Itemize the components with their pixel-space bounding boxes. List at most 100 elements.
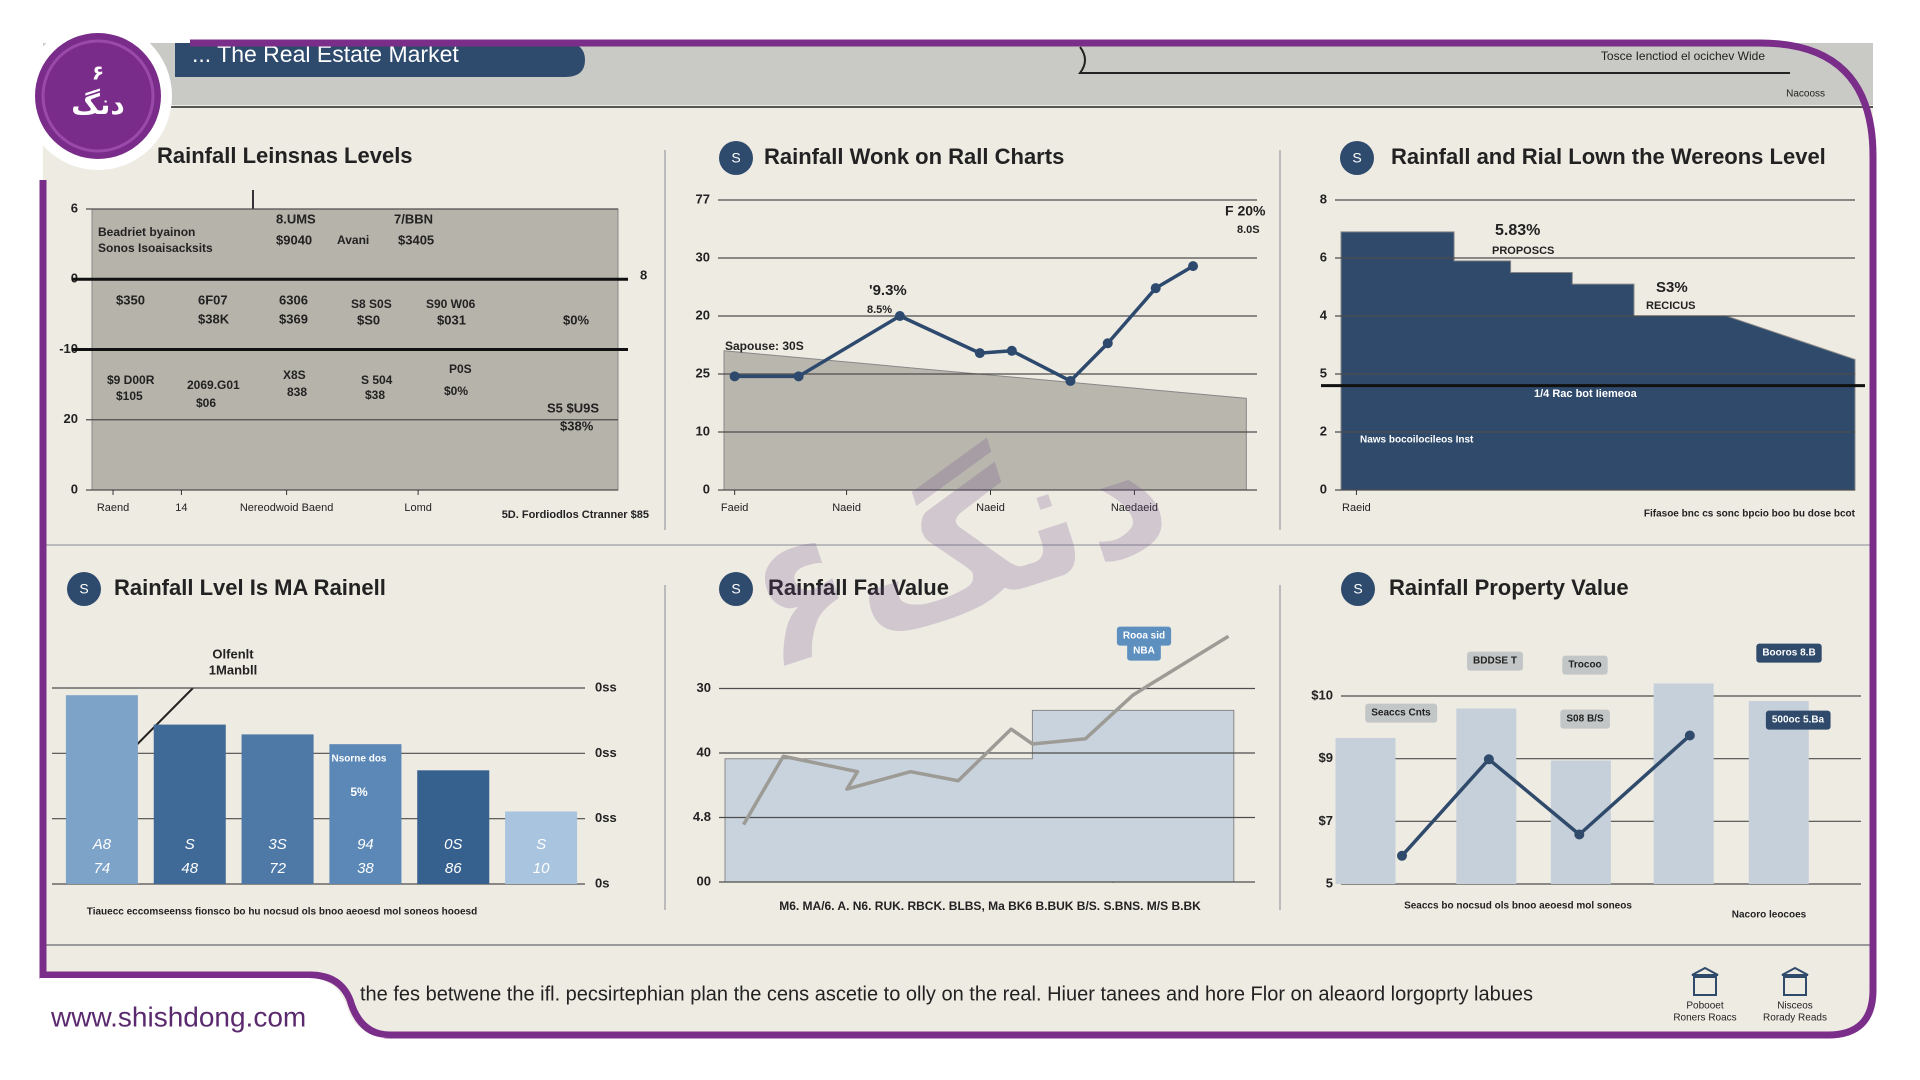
point	[1150, 283, 1161, 294]
annotation: Nacoro leocoes	[1732, 910, 1807, 921]
annotation: Beadriet byainon	[98, 225, 195, 239]
y-tick-label: 8	[1320, 191, 1327, 206]
badge	[67, 572, 101, 606]
y-tick-label: 0ss	[595, 679, 617, 694]
y-tick-label: 40	[697, 744, 711, 759]
annotation: 838	[287, 385, 307, 399]
point	[894, 311, 905, 321]
y-tick-label: $7	[1319, 813, 1333, 828]
y-tick-label: 4.8	[693, 809, 711, 824]
frame	[39, 39, 1877, 1039]
annotation-box	[1365, 703, 1438, 723]
annotation-box	[1127, 641, 1161, 661]
annotation: Nsorne dos	[331, 754, 386, 765]
annotation: 5%	[350, 785, 368, 799]
annotation: $350	[116, 292, 145, 307]
point	[1684, 730, 1695, 741]
bar-label: 94	[357, 836, 374, 853]
header-note: Tosce Ienctiod el ocichev Wide	[1601, 49, 1765, 63]
annotation: P0S	[449, 362, 472, 376]
annotation-box	[1562, 655, 1608, 675]
annotation-box	[1765, 710, 1831, 730]
bar	[65, 695, 138, 884]
annotation: $369	[279, 311, 308, 326]
bar	[417, 770, 490, 884]
header-bracket	[1077, 46, 1790, 74]
annotation: Seaccs Cnts	[1371, 708, 1431, 719]
bar	[505, 811, 578, 884]
point	[729, 371, 740, 382]
annotation: '9.3%	[869, 282, 907, 299]
icon-label: Roners Roacs	[1673, 1013, 1736, 1024]
bar	[1335, 737, 1396, 884]
panel-title: Rainfall Property Value	[1389, 575, 1629, 600]
point	[1396, 850, 1407, 861]
annotation: Sapouse: 30S	[725, 339, 804, 353]
annotation: $06	[196, 396, 216, 410]
y-tick-label: 20	[696, 307, 710, 322]
y-tick-label: 00	[697, 873, 711, 888]
footer-text: the fes betwene the ifl. pecsirtephian p…	[360, 983, 1533, 1005]
bar-label: A8	[92, 836, 112, 853]
badge	[719, 141, 753, 175]
annotation: S8 S0S	[351, 297, 392, 311]
annotation: 8.0S	[1237, 224, 1260, 236]
annotation: 2069.G01	[187, 378, 240, 392]
bar	[1748, 701, 1809, 884]
annotation: 6306	[279, 292, 308, 307]
logo-num: ۶	[92, 61, 104, 85]
x-tick-label: Nereodwoid Baend	[240, 502, 334, 514]
point	[1188, 261, 1199, 272]
annotation: Fifasoe bnc cs sonc bpcio boo bu dose bc…	[1644, 509, 1856, 520]
y-tick-label: $9	[1319, 750, 1333, 765]
annotation: S3%	[1656, 279, 1688, 296]
y-tick-label: 0	[703, 481, 710, 496]
y-tick-label: 25	[696, 365, 710, 380]
annotation: M6. MA/6. A. N6. RUK. RBCK. BLBS, Ma BK6…	[779, 899, 1201, 913]
annotation-box	[1467, 651, 1523, 671]
panel-title: Rainfall Wonk on Rall Charts	[764, 144, 1064, 169]
y-tick-label: 0ss	[595, 745, 617, 760]
annotation: Olfenlt	[212, 646, 254, 661]
bar-label: 74	[94, 860, 111, 877]
badge-label: S	[731, 581, 740, 597]
annotation: Rooa sid	[1123, 631, 1165, 642]
bar-label: 48	[181, 860, 198, 877]
annotation: $9 D00R	[107, 373, 155, 387]
point	[1065, 375, 1076, 386]
annotation: $105	[116, 389, 143, 403]
bar	[153, 724, 226, 884]
line	[742, 634, 1230, 826]
point	[1102, 338, 1113, 349]
y-tick-label: $10	[1311, 687, 1333, 702]
x-tick-label: 14	[175, 502, 187, 514]
y-tick-label: -10	[59, 341, 78, 356]
panel-title: Rainfall Leinsnas Levels	[157, 143, 413, 168]
x-tick-label: Faeid	[721, 502, 749, 514]
y-tick-label: 0	[71, 481, 78, 496]
annotation: Avani	[337, 233, 369, 247]
x-tick-label: Lomd	[404, 502, 432, 514]
annotation: 6F07	[198, 292, 228, 307]
icon-label: Pobooet	[1686, 1001, 1723, 1012]
annotation: $S0	[357, 312, 380, 327]
bar	[1456, 708, 1517, 884]
logo-edge	[41, 39, 155, 153]
annotation: $0%	[563, 312, 589, 327]
x-tick-label: Raend	[97, 502, 129, 514]
line	[1400, 734, 1692, 857]
x-tick-label: Raeid	[1342, 502, 1371, 514]
annotation: 5D. Fordiodlos Ctranner $85	[502, 509, 649, 521]
bar-label: 10	[533, 860, 550, 877]
point	[793, 371, 804, 382]
logo-text: دنگ	[71, 88, 125, 121]
annotation: RECICUS	[1646, 300, 1696, 312]
footer-icon	[1691, 966, 1809, 996]
bar	[241, 734, 314, 884]
annotation-box	[1560, 709, 1610, 729]
icon-label: Nisceos	[1777, 1001, 1813, 1012]
annotation: NBA	[1133, 646, 1155, 657]
annotation: Booros 8.B	[1762, 648, 1815, 659]
